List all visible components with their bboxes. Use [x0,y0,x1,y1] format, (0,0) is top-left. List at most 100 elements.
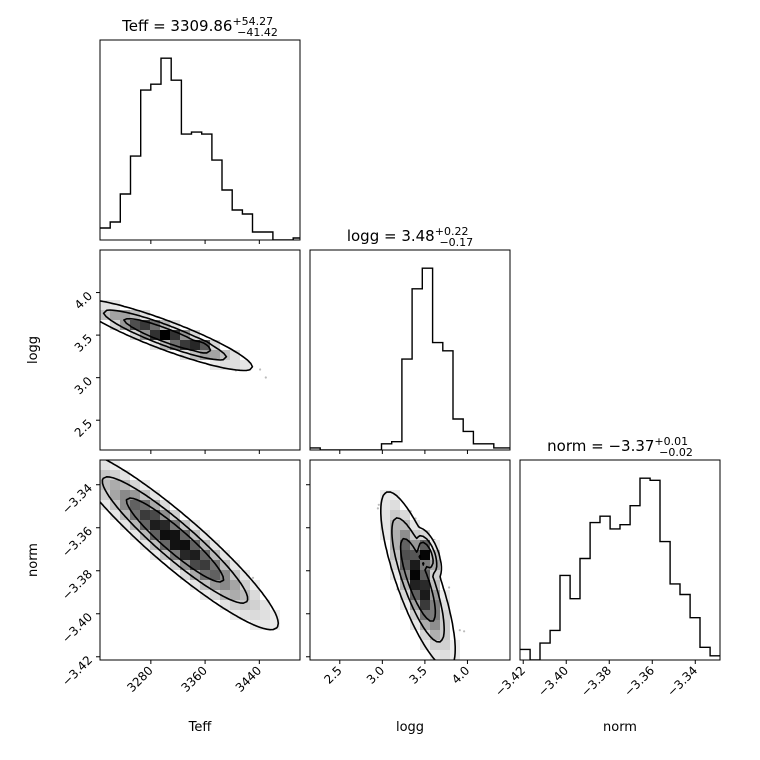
scatter-point [323,394,325,396]
x-tick-label: −3.34 [664,663,700,699]
panel-frame [309,249,511,451]
density-cell [180,570,190,580]
y-tick-label: 3.5 [72,331,95,354]
density-cell [120,320,130,330]
density-cell [260,600,270,610]
density-cell [160,530,170,540]
density-cell [130,330,140,340]
density-cell [210,350,220,360]
density-cell [420,530,430,540]
density-cell [410,560,420,570]
density-cell [410,610,420,620]
title-teff: Teff = 3309.86+54.27 −41.42 [121,15,278,39]
density-panel-norm-teff [100,460,280,631]
density-cell [100,470,110,480]
density-cell [410,540,420,550]
density-cell [220,570,230,580]
density-cell [410,590,420,600]
density-cell [410,580,420,590]
density-cell [410,520,420,530]
scatter-point [377,503,380,506]
scatter-point [448,586,451,589]
contour-line [123,317,212,354]
density-cell [380,520,390,530]
density-cell [150,340,160,350]
density-cell [260,620,270,630]
density-cell [200,340,210,350]
contour-line [380,491,456,660]
density-cell [110,320,120,330]
density-cell [130,530,140,540]
density-cell [120,510,130,520]
density-cell [410,600,420,610]
density-cell [100,480,110,490]
density-cell [220,560,230,570]
density-cell [380,500,390,510]
density-cell [190,580,200,590]
density-cell [170,510,180,520]
density-cell [140,320,150,330]
density-cell [390,570,400,580]
density-cell [120,520,130,530]
x-tick-label: 3440 [233,663,264,694]
contour-line [125,497,225,583]
density-cell [110,480,120,490]
density-cell [270,620,280,630]
density-cell [240,590,250,600]
y-tick-label: 3.0 [72,374,95,397]
density-cell [190,330,200,340]
density-cell [170,540,180,550]
density-cell [170,330,180,340]
density-cell [420,630,430,640]
scatter-point [251,576,255,579]
density-cell [180,350,190,360]
x-tick-label: −3.42 [492,663,528,699]
panel-frame [309,459,511,661]
density-cell [190,570,200,580]
histogram-logg [310,267,510,450]
density-cell [100,500,110,510]
density-cell [390,500,400,510]
density-cell [430,630,440,640]
density-cell [430,620,440,630]
scatter-point [458,629,461,632]
contour-line [101,476,249,604]
density-cell [110,300,120,310]
density-cell [110,490,120,500]
density-cell [430,560,440,570]
density-cell [380,490,390,500]
panel-frame [99,249,301,451]
density-cell [230,560,240,570]
density-cell [400,530,410,540]
density-cell [190,340,200,350]
density-cell [190,550,200,560]
density-cell [420,620,430,630]
density-cell [150,490,160,500]
density-cell [200,530,210,540]
density-cell [120,480,130,490]
density-cell [200,350,210,360]
title-norm: norm = −3.37+0.01 −0.02 [547,435,693,459]
density-cell [120,310,130,320]
scatter-point [376,507,379,510]
x-tick-label: 3280 [124,663,155,694]
density-cell [160,330,170,340]
density-cell [190,540,200,550]
density-cell [220,580,230,590]
density-cell [390,510,400,520]
density-cell [130,500,140,510]
ylabel-norm: norm [26,543,41,577]
density-cell [100,490,110,500]
density-cell [100,460,110,470]
density-cell [230,360,240,370]
density-cell [420,570,430,580]
density-cell [440,650,450,660]
y-tick-label: −3.42 [59,653,95,689]
density-cell [120,470,130,480]
scatter-point [96,299,98,301]
x-tick-label: 2.5 [321,663,344,686]
density-cell [440,630,450,640]
scatter-point [382,400,384,402]
density-cell [230,600,240,610]
density-cell [140,530,150,540]
